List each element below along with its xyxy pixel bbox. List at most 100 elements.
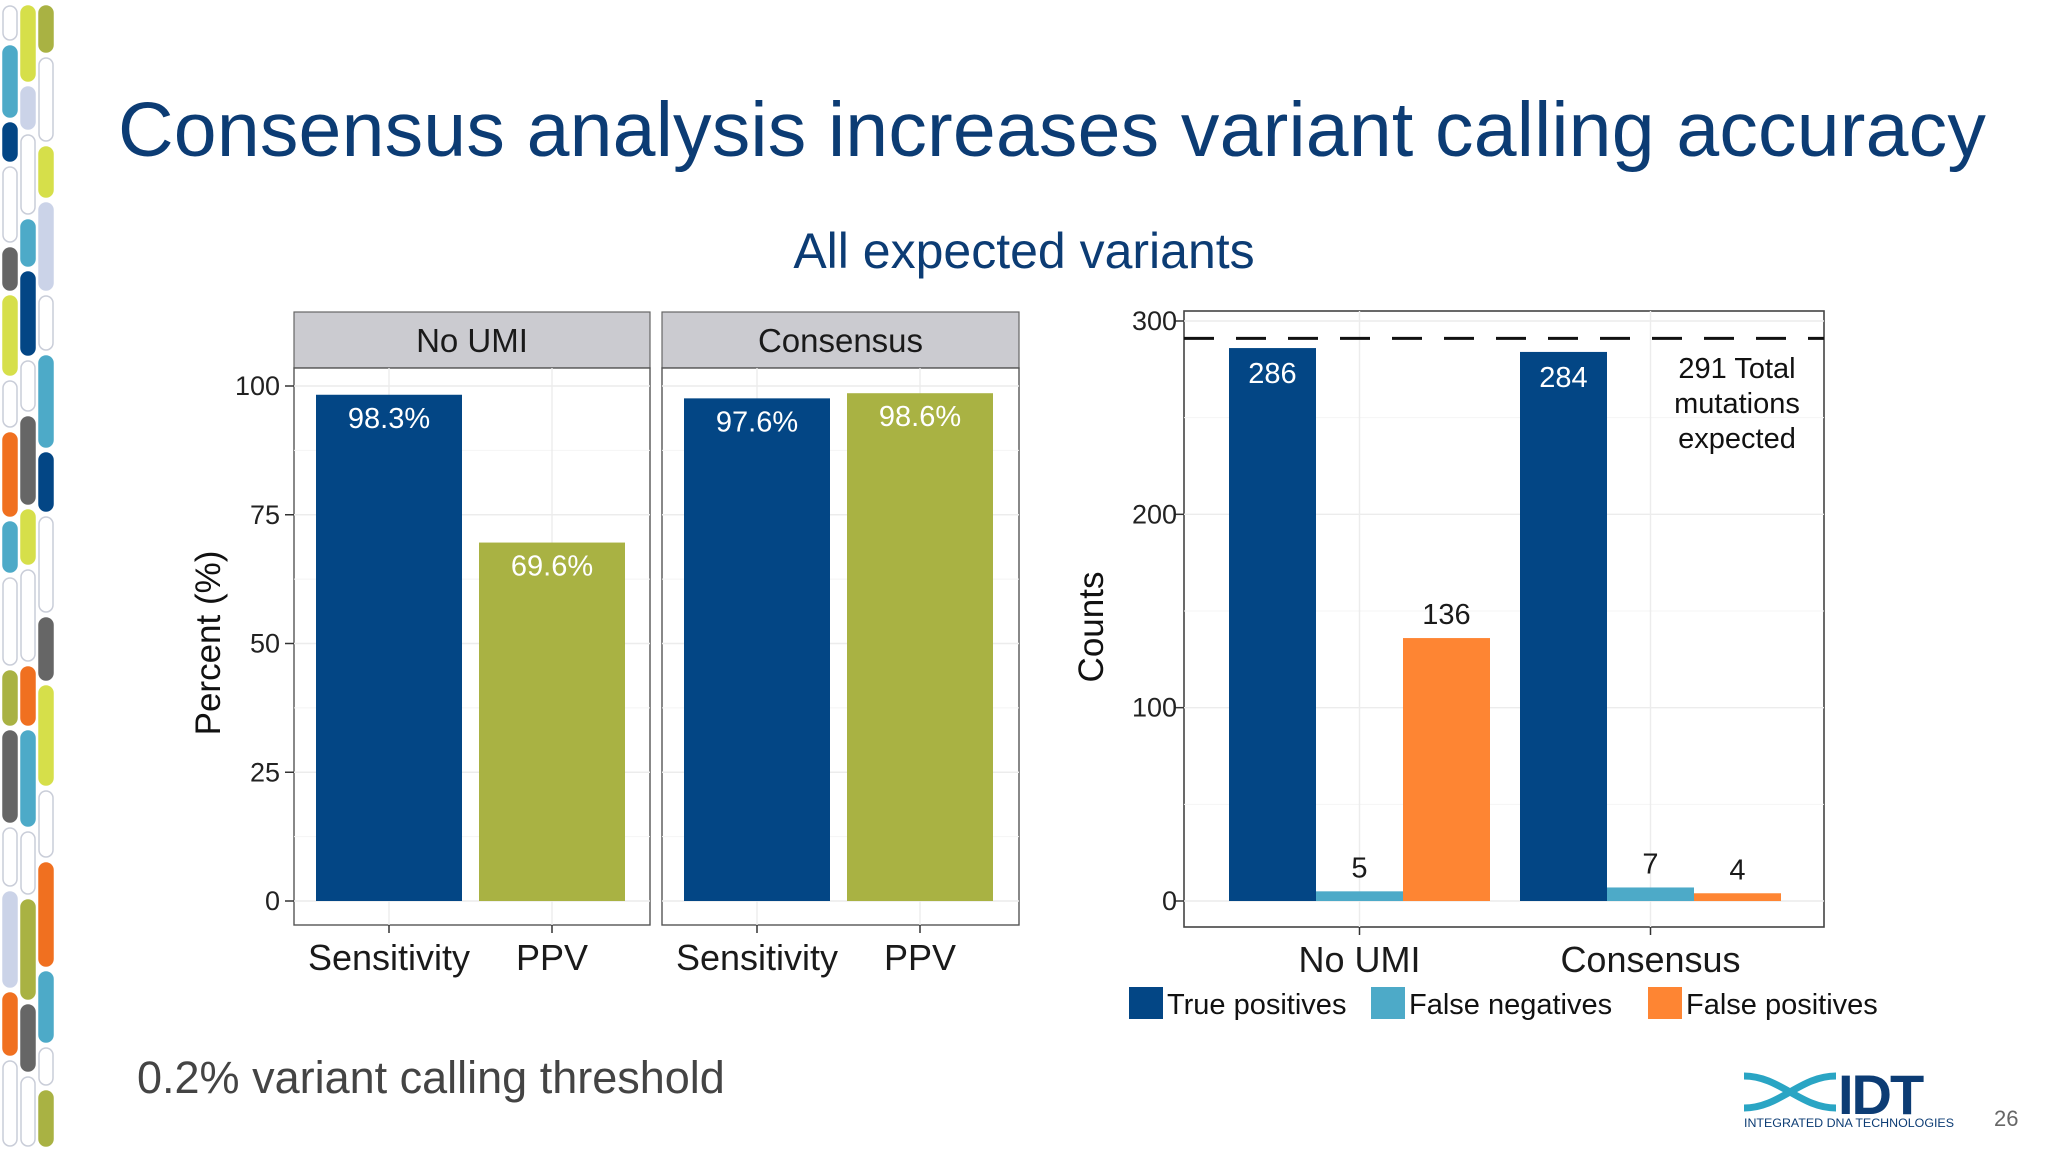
stripe-segment: [2, 247, 18, 291]
facet-label-no-umi: No UMI: [416, 322, 528, 359]
stripe-segment: [2, 577, 18, 666]
y-tick-label: 200: [1132, 499, 1177, 529]
facet-strip-no-umi: [293, 311, 651, 369]
legend-swatch-false-positives: [1648, 987, 1682, 1019]
bar-label-no-umi-false-negatives: 5: [1351, 852, 1367, 884]
bar-label-no-umi-ppv: 69.6%: [511, 551, 593, 583]
stripe-segment: [2, 521, 18, 573]
stripe-segment: [2, 1060, 18, 1147]
legend-label-true-positives: True positives: [1167, 989, 1346, 1021]
y-axis-title: Percent (%): [189, 551, 228, 736]
chart-subtitle: All expected variants: [793, 223, 1255, 279]
stripe-segment: [2, 730, 18, 823]
idt-logo: IDT INTEGRATED DNA TECHNOLOGIES: [1743, 1063, 1954, 1130]
stripe-segment: [38, 862, 54, 967]
stripe-segment: [20, 569, 36, 662]
stripe-segment: [38, 452, 54, 512]
x-tick-label: No UMI: [1298, 939, 1420, 980]
reference-line-label: mutations: [1674, 388, 1800, 420]
stripe-segment: [38, 355, 54, 448]
stripe-segment: [20, 86, 36, 130]
threshold-footnote: 0.2% variant calling threshold: [137, 1052, 725, 1103]
decorative-chromosome-stripe: [2, 5, 54, 1147]
stripe-segment: [20, 1076, 36, 1147]
stripe-segment: [2, 295, 18, 376]
legend-label-false-positives: False positives: [1686, 989, 1878, 1021]
bar-no-umi-false-positives: [1403, 638, 1490, 901]
stripe-segment: [38, 685, 54, 786]
page-number: 26: [1994, 1106, 2019, 1131]
stripe-segment: [2, 992, 18, 1056]
stripe-segment: [38, 1047, 54, 1086]
y-tick-label: 50: [250, 629, 280, 659]
reference-line-label: 291 Total: [1678, 353, 1795, 385]
stripe-segment: [2, 122, 18, 162]
y-tick-label: 100: [1132, 693, 1177, 723]
stripe-segment: [38, 1090, 54, 1147]
stripe-segment: [20, 666, 36, 726]
dna-helix-icon: [1743, 1072, 1837, 1112]
bar-label-consensus-sensitivity: 97.6%: [716, 406, 798, 438]
stripe-segment: [20, 5, 36, 82]
legend-label-false-negatives: False negatives: [1409, 989, 1612, 1021]
legend-swatch-true-positives: [1129, 987, 1163, 1019]
x-tick-label: Sensitivity: [308, 937, 470, 978]
stripe-segment: [20, 509, 36, 565]
stripe-segment: [20, 219, 36, 267]
stripe-segment: [2, 670, 18, 726]
bar-label-consensus-ppv: 98.6%: [879, 401, 961, 433]
bar-consensus-sensitivity: [684, 398, 830, 901]
bar-no-umi-false-negatives: [1316, 891, 1403, 901]
y-tick-label: 100: [235, 371, 280, 401]
stripe-segment: [38, 57, 54, 142]
stripe-segment: [38, 617, 54, 681]
facet-label-consensus: Consensus: [758, 322, 923, 359]
reference-line-label: expected: [1678, 423, 1796, 455]
stripe-segment: [38, 146, 54, 198]
stripe-segment: [20, 730, 36, 827]
x-tick-label: PPV: [884, 937, 956, 978]
stripe-segment: [38, 516, 54, 613]
bar-label-no-umi-true-positives: 286: [1248, 358, 1296, 390]
stripe-segment: [2, 432, 18, 517]
stripe-segment: [2, 891, 18, 988]
stripe-segment: [2, 45, 18, 118]
stripe-segment: [20, 1004, 36, 1072]
bar-consensus-ppv: [847, 393, 993, 901]
bar-label-no-umi-false-positives: 136: [1422, 599, 1470, 631]
y-tick-label: 25: [250, 757, 280, 787]
percent-faceted-bar-chart: No UMI 98.3% Sensitivity 69.6% PPV Consensus 9…: [189, 311, 1020, 978]
bar-label-no-umi-sensitivity: 98.3%: [348, 403, 430, 435]
bar-no-umi-sensitivity: [316, 394, 462, 901]
counts-grouped-bar-chart: 286 5 136 No UMI 284 7 4 Consensus 291 Totalmuta…: [1072, 306, 1878, 1021]
logo-mark: IDT: [1838, 1063, 1924, 1126]
stripe-segment: [20, 899, 36, 1000]
x-tick-label: Sensitivity: [676, 937, 838, 978]
logo-tagline: INTEGRATED DNA TECHNOLOGIES: [1744, 1118, 1954, 1130]
bar-label-consensus-false-negatives: 7: [1642, 848, 1658, 880]
stripe-segment: [20, 271, 36, 356]
bar-no-umi-true-positives: [1229, 348, 1316, 902]
bar-consensus-false-positives: [1694, 893, 1781, 901]
y-axis-title: Counts: [1072, 572, 1111, 683]
stripe-segment: [20, 831, 36, 895]
stripe-segment: [2, 380, 18, 428]
x-tick-label: Consensus: [1560, 939, 1740, 980]
bar-consensus-true-positives: [1520, 351, 1607, 901]
x-tick-label: PPV: [516, 937, 588, 978]
bar-label-consensus-false-positives: 4: [1729, 854, 1745, 886]
stripe-segment: [2, 166, 18, 243]
stripe-segment: [2, 5, 18, 41]
slide-title: Consensus analysis increases variant cal…: [118, 87, 1987, 173]
bar-no-umi-ppv: [479, 542, 625, 901]
y-tick-label: 75: [250, 500, 280, 530]
stripe-segment: [38, 790, 54, 858]
bar-label-consensus-true-positives: 284: [1539, 362, 1587, 394]
stripe-segment: [38, 971, 54, 1043]
stripe-segment: [20, 360, 36, 412]
stripe-segment: [2, 827, 18, 887]
y-tick-label: 300: [1132, 306, 1177, 336]
legend-swatch-false-negatives: [1371, 987, 1405, 1019]
y-tick-label: 0: [1162, 886, 1177, 916]
facet-strip-consensus: [661, 311, 1020, 369]
